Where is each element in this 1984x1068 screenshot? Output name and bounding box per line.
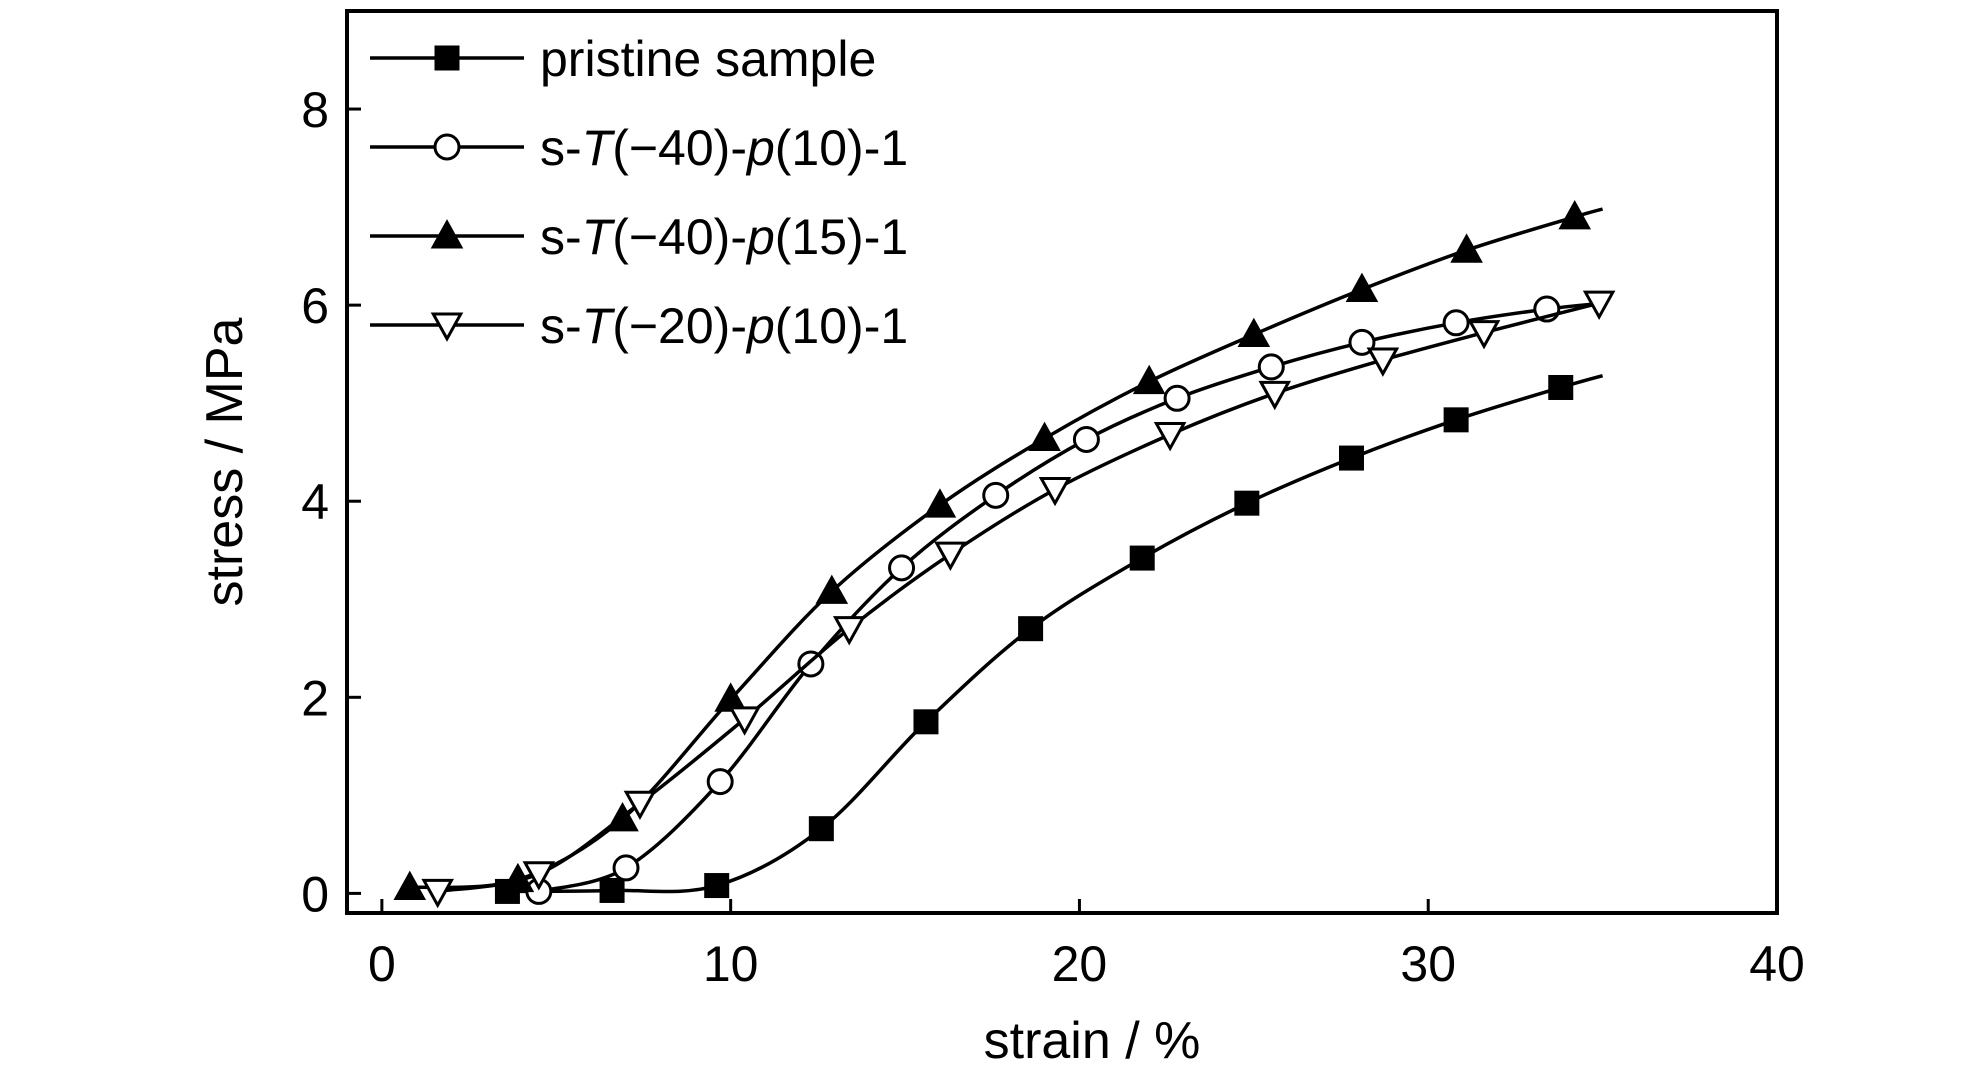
legend-label: pristine sample: [540, 31, 876, 87]
data-point: [832, 616, 866, 646]
data-point: [623, 790, 657, 821]
plot-frame: [345, 9, 1779, 915]
data-point: [706, 768, 734, 796]
data-point: [1450, 233, 1483, 263]
data-point: [728, 706, 761, 736]
x-tick-label: 20: [1052, 936, 1108, 992]
series-line: [437, 301, 1600, 894]
legend-entry: s-T(−40)-p(15)-1: [370, 209, 908, 265]
data-point: [982, 481, 1010, 509]
data-point: [1129, 545, 1155, 571]
data-point: [1366, 347, 1400, 377]
data-point: [1237, 317, 1271, 348]
y-axis-title: stress / MPa: [196, 317, 254, 606]
series-line: [507, 374, 1604, 894]
legend-marker: [430, 219, 464, 249]
data-point: [923, 488, 957, 518]
x-tick-label: 40: [1749, 936, 1805, 992]
data-point: [1442, 309, 1470, 337]
data-point: [522, 861, 556, 891]
series-line: [538, 301, 1603, 894]
y-tick-label: 4: [301, 474, 329, 530]
legend-entry: pristine sample: [370, 31, 876, 87]
data-point: [1257, 353, 1285, 381]
series-group: [494, 374, 1604, 904]
data-point: [1338, 445, 1364, 471]
data-point: [1163, 384, 1191, 412]
data-point: [599, 877, 625, 903]
legend-label: s-T(−40)-p(10)-1: [540, 120, 908, 176]
legend-label: s-T(−20)-p(10)-1: [540, 298, 908, 354]
data-point: [1467, 320, 1501, 350]
data-point: [888, 554, 916, 582]
data-point: [913, 709, 939, 735]
data-point: [1132, 364, 1166, 395]
data-point: [1072, 425, 1100, 453]
y-tick-label: 6: [301, 278, 329, 334]
legend-entry: s-T(−40)-p(10)-1: [370, 120, 908, 176]
x-tick-label: 10: [703, 936, 759, 992]
ticks-layer: 0 10 20 30 40 0 2 4 6 8: [301, 82, 1805, 992]
y-tick-label: 8: [301, 82, 329, 138]
legend-marker: [433, 133, 461, 161]
data-point: [393, 870, 427, 901]
legend-label: s-T(−40)-p(15)-1: [540, 209, 908, 265]
data-point: [1345, 272, 1379, 302]
x-axis-title: strain / %: [984, 1012, 1201, 1063]
data-point: [1548, 374, 1574, 400]
series-layer: [393, 200, 1616, 909]
legend-marker: [430, 312, 464, 342]
data-point: [1234, 490, 1260, 516]
data-point: [1443, 407, 1469, 433]
y-tick-label: 2: [301, 670, 329, 726]
data-point: [1028, 421, 1061, 451]
data-point: [704, 873, 730, 899]
data-point: [421, 878, 454, 909]
legend-entry: s-T(−20)-p(10)-1: [370, 298, 908, 354]
data-point: [934, 541, 967, 571]
data-point: [1153, 422, 1187, 452]
series-group: [421, 290, 1616, 909]
series-group: [525, 295, 1603, 905]
legend-marker: [434, 45, 460, 71]
x-tick-label: 0: [368, 936, 396, 992]
legend-layer: pristine sample s-T(−40)-p(10)-1 s-T(−40)-…: [370, 31, 908, 354]
data-point: [808, 816, 834, 842]
data-point: [1582, 290, 1616, 321]
data-point: [815, 574, 849, 604]
plot-frame-layer: [345, 9, 1779, 915]
data-point: [1558, 200, 1592, 230]
y-tick-label: 0: [301, 866, 329, 922]
data-point: [612, 854, 640, 882]
x-tick-label: 30: [1400, 936, 1456, 992]
data-point: [1258, 380, 1292, 411]
data-point: [1018, 616, 1044, 642]
data-point: [1038, 476, 1072, 507]
